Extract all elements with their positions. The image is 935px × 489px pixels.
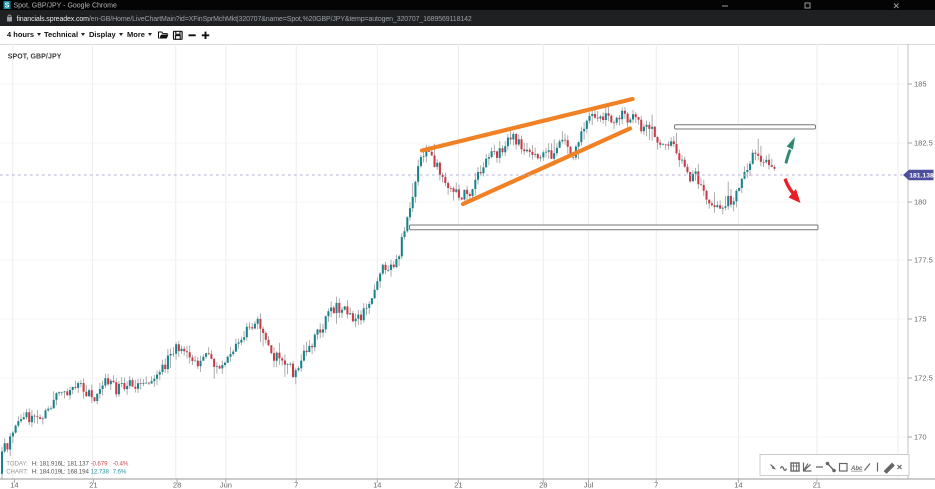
svg-text:28: 28 bbox=[173, 481, 181, 489]
svg-text:Spot, GBP/JPY - Google Chrome: Spot, GBP/JPY - Google Chrome bbox=[14, 3, 117, 10]
svg-text:L: 181.137: L: 181.137 bbox=[61, 460, 90, 467]
svg-text:7: 7 bbox=[654, 481, 658, 489]
svg-text:182.5: 182.5 bbox=[914, 139, 933, 148]
svg-text:181.138: 181.138 bbox=[909, 173, 934, 180]
svg-text:H: 184.019: H: 184.019 bbox=[32, 468, 62, 475]
svg-text:12.738: 12.738 bbox=[91, 468, 110, 475]
svg-text:-0.679: -0.679 bbox=[91, 460, 109, 467]
svg-text:SPOT, GBP/JPY: SPOT, GBP/JPY bbox=[8, 54, 62, 61]
svg-text:TODAY:: TODAY: bbox=[6, 460, 28, 467]
svg-text:21: 21 bbox=[813, 481, 821, 489]
svg-text:21: 21 bbox=[454, 481, 462, 489]
svg-text:-0.4%: -0.4% bbox=[113, 460, 129, 467]
svg-text:Jul: Jul bbox=[584, 481, 594, 489]
svg-text:S: S bbox=[5, 3, 10, 10]
svg-text:175: 175 bbox=[914, 315, 927, 324]
svg-text:177.5: 177.5 bbox=[914, 256, 933, 265]
svg-text:170: 170 bbox=[914, 433, 927, 442]
svg-text:Abc: Abc bbox=[850, 466, 863, 472]
svg-text:14: 14 bbox=[734, 481, 742, 489]
svg-text:L: 168.194: L: 168.194 bbox=[61, 468, 90, 475]
svg-text:Jun: Jun bbox=[220, 481, 232, 489]
svg-text:H: 181.916: H: 181.916 bbox=[32, 460, 62, 467]
svg-text:180: 180 bbox=[914, 198, 927, 207]
svg-text:7.6%: 7.6% bbox=[113, 468, 127, 475]
svg-text:financials.spreadex.com/en-GB/: financials.spreadex.com/en-GB/Home/LiveC… bbox=[17, 16, 472, 23]
svg-text:CHART:: CHART: bbox=[6, 468, 28, 475]
svg-text:28: 28 bbox=[539, 481, 547, 489]
svg-text:14: 14 bbox=[10, 481, 18, 489]
svg-text:14: 14 bbox=[373, 481, 381, 489]
svg-text:172.5: 172.5 bbox=[914, 374, 933, 383]
svg-text:7: 7 bbox=[294, 481, 298, 489]
svg-text:21: 21 bbox=[89, 481, 97, 489]
svg-text:185: 185 bbox=[914, 80, 927, 89]
